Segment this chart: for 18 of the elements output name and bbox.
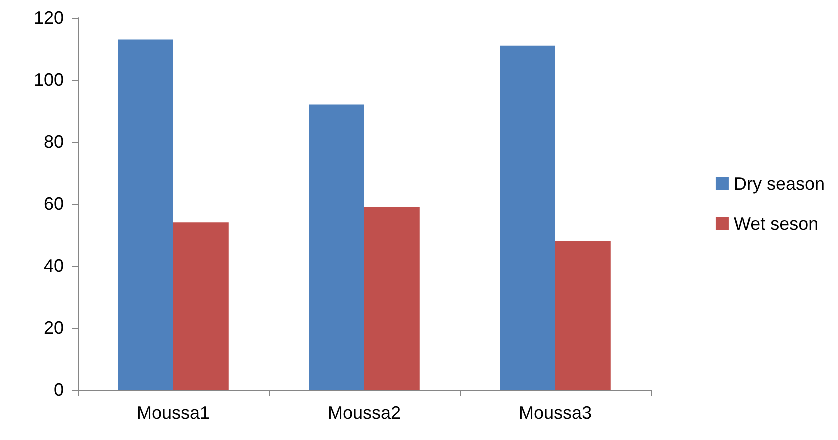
bar xyxy=(364,207,420,390)
y-tick-label: 60 xyxy=(44,194,64,214)
legend-label: Wet seson xyxy=(734,214,819,234)
bar xyxy=(556,241,611,390)
bar xyxy=(309,104,364,390)
bar xyxy=(118,40,174,390)
y-tick-label: 0 xyxy=(54,380,64,400)
x-tick-label: Moussa1 xyxy=(136,403,210,423)
bar xyxy=(500,46,556,390)
x-tick-label: Moussa2 xyxy=(328,403,402,423)
y-tick-label: 80 xyxy=(44,132,64,152)
y-tick-label: 20 xyxy=(44,318,64,338)
legend-label: Dry season xyxy=(734,174,826,194)
y-tick-label: 40 xyxy=(44,256,64,276)
x-tick-label: Moussa3 xyxy=(518,403,592,423)
y-tick-label: 120 xyxy=(34,8,64,28)
y-tick-label: 100 xyxy=(34,70,64,90)
bar xyxy=(174,222,229,390)
